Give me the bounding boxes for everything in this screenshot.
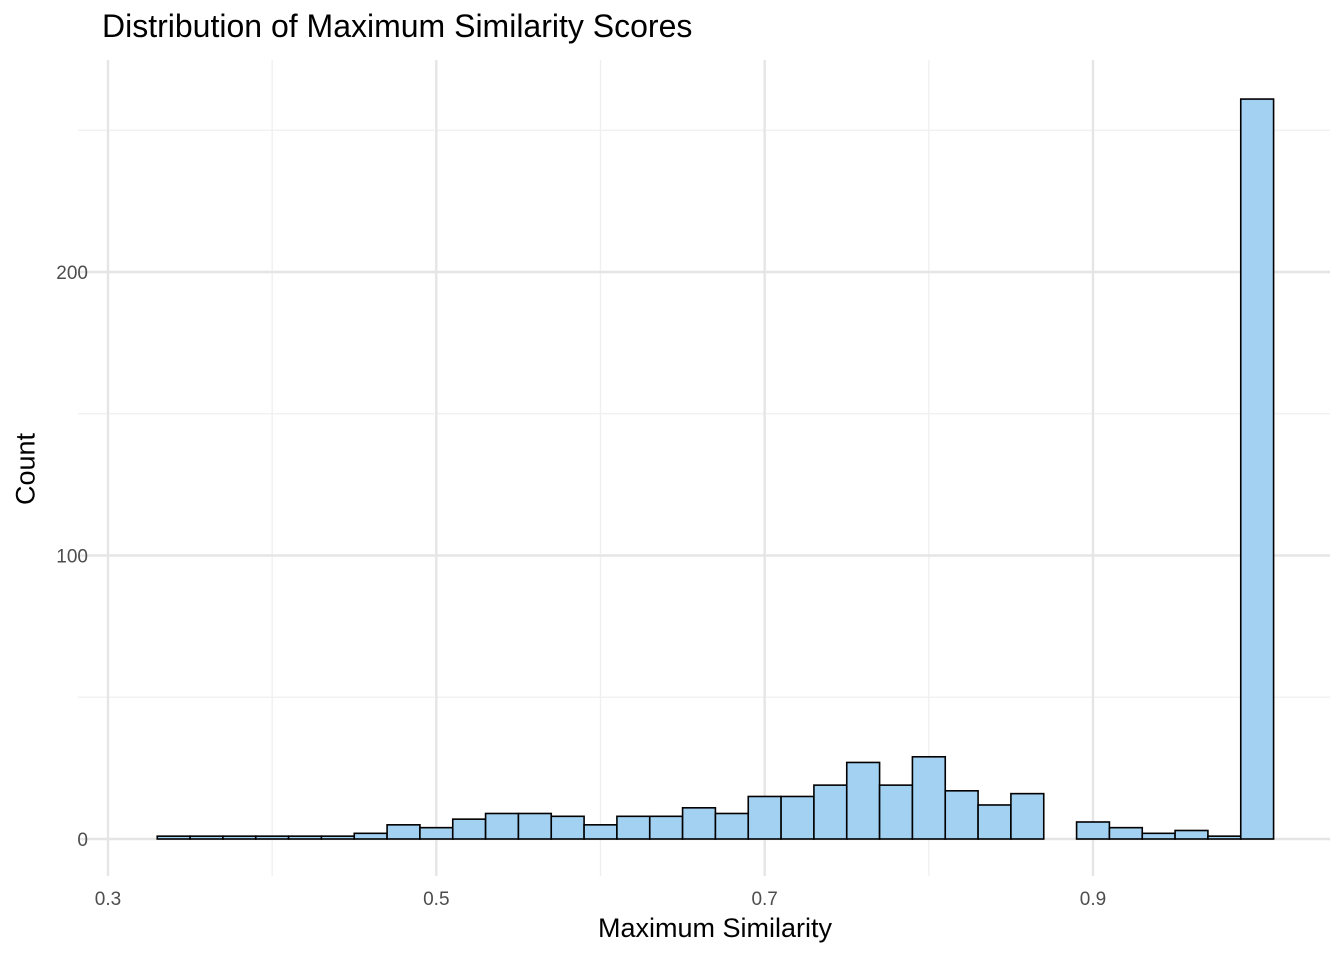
histogram-bar [1207,835,1242,840]
y-axis-tick-labels: 0 100 200 [56,263,88,851]
minor-gridlines-x [271,60,930,876]
histogram-bar [747,795,782,840]
histogram-bar [451,818,487,840]
histogram-bar [977,804,1012,840]
histogram-bar [189,835,224,840]
major-gridlines-x [106,60,1095,876]
chart-title: Distribution of Maximum Similarity Score… [102,8,693,44]
histogram-bar [1174,829,1209,840]
y-tick-label: 0 [77,830,88,851]
x-axis-tick-labels: 0.3 0.5 0.7 0.9 [95,889,1106,910]
histogram-bar [517,812,553,840]
x-tick-label: 0.9 [1080,889,1106,910]
y-tick-label: 100 [56,547,88,568]
x-tick-label: 0.7 [751,889,777,910]
histogram-bar [878,784,914,840]
histogram-bar [681,807,717,840]
minor-gridlines-y [78,129,1330,698]
histogram-bar [1108,826,1144,840]
histogram-bar [714,812,750,840]
histogram-bar [320,835,356,840]
histogram-bar [1010,792,1045,840]
y-tick-label: 200 [56,263,88,284]
histogram-bar [1075,821,1111,840]
histogram-bar [648,815,684,840]
histogram-bar [254,835,290,840]
x-axis-title: Maximum Similarity [597,913,832,943]
histogram-bars [156,98,1275,840]
histogram-bar [386,824,421,840]
histogram-bar [616,815,651,840]
histogram-bar [911,755,947,840]
x-tick-label: 0.3 [95,889,121,910]
histogram-bar [944,790,979,840]
histogram-bar [1141,832,1176,840]
histogram-bar [222,835,257,840]
histogram-bar [1239,98,1275,840]
histogram-bar [550,815,585,840]
histogram-bar [780,795,815,840]
y-axis-title: Count [10,432,41,506]
histogram-bar [813,784,848,840]
x-tick-label: 0.5 [423,889,449,910]
histogram-bar [287,835,323,840]
histogram-bar [845,761,881,840]
histogram-bar [419,826,454,840]
histogram-bar [583,824,618,840]
histogram-bar [156,835,191,840]
major-gridlines-y [78,270,1330,841]
histogram-bar [353,832,388,840]
histogram-bar [484,812,520,840]
